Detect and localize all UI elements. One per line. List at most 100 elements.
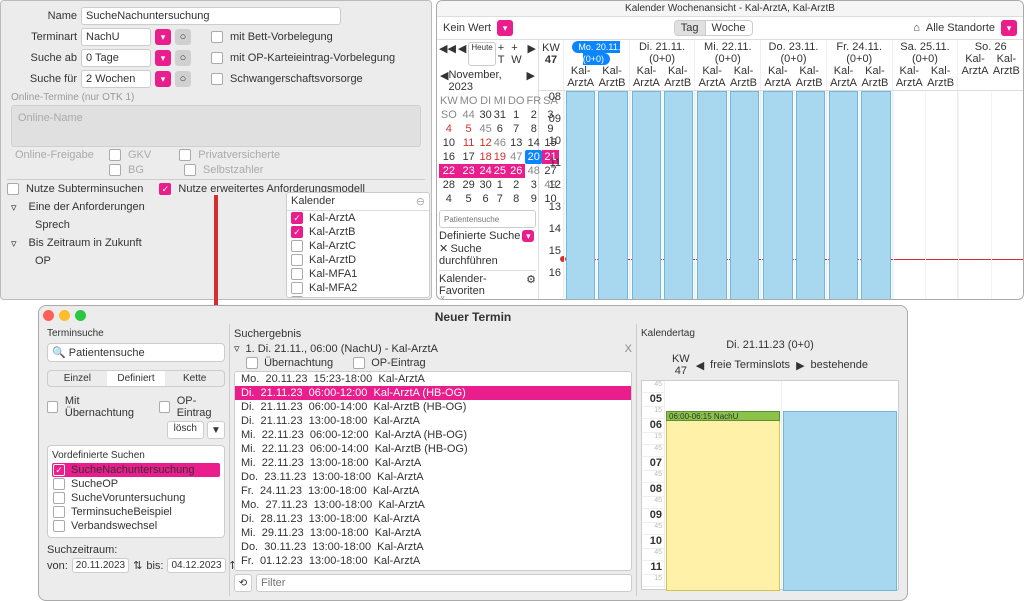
cal-day-header[interactable]: Di. 21.11. (0+0)Kal-ArztAKal-ArztB <box>629 40 695 90</box>
result-row[interactable]: Fr. 01.12.23 13:00-18:00 Kal-ArztA <box>235 554 631 568</box>
calendar-slot[interactable] <box>662 91 694 300</box>
mini-cal-day[interactable]: 6 <box>493 122 507 136</box>
result-ueb-checkbox[interactable] <box>246 357 258 369</box>
opk-checkbox[interactable] <box>211 52 223 64</box>
calendar-slot[interactable] <box>596 91 628 300</box>
mini-cal-day[interactable]: 8 <box>507 192 526 206</box>
calendar-slot[interactable] <box>958 91 990 300</box>
cal-day-header[interactable]: Mo. 20.11. (0+0)Kal-ArztAKal-ArztB <box>563 40 629 90</box>
bg-checkbox[interactable] <box>109 164 121 176</box>
calendar-slot[interactable] <box>728 91 760 300</box>
mini-cal-day[interactable]: 24 <box>478 164 492 178</box>
disclosure-icon[interactable]: ▿ <box>11 201 17 214</box>
mini-cal-day[interactable]: 12 <box>478 136 492 150</box>
bett-checkbox[interactable] <box>211 31 223 43</box>
kal-checkbox[interactable] <box>291 240 303 252</box>
vordef-checkbox[interactable] <box>53 464 65 476</box>
schw-checkbox[interactable] <box>211 73 223 85</box>
privat-checkbox[interactable] <box>179 149 191 161</box>
calendar-slot[interactable] <box>695 91 727 300</box>
fav-gear-icon[interactable]: ⚙ <box>526 273 536 297</box>
suchefuer-input[interactable] <box>81 70 151 88</box>
kal-checkbox[interactable] <box>291 296 303 298</box>
result-row[interactable]: Mi. 22.11.23 13:00-18:00 Kal-ArztA <box>235 456 631 470</box>
kette-tab[interactable]: Kette <box>165 371 224 386</box>
mini-cal-day[interactable]: 22 <box>439 164 459 178</box>
gkv-checkbox[interactable] <box>109 149 121 161</box>
mini-cal-day[interactable]: 46 <box>493 136 507 150</box>
mini-cal-day[interactable]: 17 <box>459 150 479 164</box>
tag-tab[interactable]: Tag <box>675 21 706 35</box>
mini-cal-day[interactable]: 1 <box>507 108 526 122</box>
vordef-checkbox[interactable] <box>53 506 65 518</box>
result-row[interactable]: Di. 21.11.23 06:00-14:00 Kal-ArztB (HB-O… <box>235 400 631 414</box>
mini-cal-day[interactable]: 10 <box>439 136 459 150</box>
result-row[interactable]: Di. 28.11.23 13:00-18:00 Kal-ArztA <box>235 512 631 526</box>
calendar-slot[interactable] <box>859 91 891 300</box>
prev-icon[interactable]: ◀◀ <box>439 42 456 66</box>
mini-cal-day[interactable]: 7 <box>493 192 507 206</box>
kal-checkbox[interactable] <box>291 226 303 238</box>
kalender-item[interactable]: Kal-MFA1 <box>287 267 429 281</box>
calendar-slot[interactable] <box>925 91 957 300</box>
max-traffic-icon[interactable] <box>75 310 86 321</box>
definiert-tab[interactable]: Definiert <box>107 371 166 386</box>
aerzte-item[interactable]: Ärzte <box>439 297 536 300</box>
mini-cal-day[interactable]: 45 <box>478 122 492 136</box>
search-mode-segment[interactable]: Einzel Definiert Kette <box>47 370 225 387</box>
vordef-search-item[interactable]: Verbandswechsel <box>52 519 220 533</box>
mini-cal-day[interactable]: 16 <box>439 150 459 164</box>
result-row[interactable]: Mi. 22.11.23 06:00-14:00 Kal-ArztB (HB-O… <box>235 442 631 456</box>
month-next-icon[interactable]: ▶ <box>527 69 535 93</box>
kal-checkbox[interactable] <box>291 268 303 280</box>
uebernachtung-checkbox[interactable] <box>47 401 58 413</box>
home-icon[interactable]: ⌂ <box>913 22 920 34</box>
sucheab-input[interactable] <box>81 49 151 67</box>
result-row[interactable]: Fr. 24.11.23 13:00-18:00 Kal-ArztA <box>235 484 631 498</box>
filter-input[interactable] <box>256 574 632 592</box>
result-disclosure-icon[interactable]: ▿ <box>234 342 240 355</box>
result-row[interactable]: Mi. 22.11.23 06:00-12:00 Kal-ArztA (HB-O… <box>235 428 631 442</box>
vordef-search-item[interactable]: SucheNachuntersuchung <box>52 463 220 477</box>
result-row[interactable]: Di. 21.11.23 06:00-12:00 Kal-ArztA (HB-O… <box>235 386 631 400</box>
def-suche-icon[interactable]: ▾ <box>522 230 534 242</box>
result-row[interactable]: Mo. 27.11.23 13:00-18:00 Kal-ArztA <box>235 498 631 512</box>
sucheab-dropdown-icon[interactable]: ▾ <box>155 50 171 66</box>
standorte-dropdown-icon[interactable]: ▾ <box>1001 20 1017 36</box>
kalender-item[interactable]: Kal-ArztA <box>287 211 429 225</box>
calendar-slot[interactable] <box>630 91 662 300</box>
mini-cal-day[interactable]: 26 <box>507 164 526 178</box>
patient-search-box[interactable]: 🔍 Patientensuche <box>47 343 225 362</box>
mini-cal-day[interactable]: 11 <box>459 136 479 150</box>
month-prev-icon[interactable]: ◀ <box>440 69 448 93</box>
mini-cal-day[interactable]: 23 <box>459 164 479 178</box>
vordef-checkbox[interactable] <box>53 520 65 532</box>
kt-prev-icon[interactable]: ◀ <box>696 359 704 372</box>
kt-col-b[interactable] <box>781 381 898 589</box>
mini-cal-day[interactable]: 29 <box>459 178 479 192</box>
kal-checkbox[interactable] <box>291 212 303 224</box>
view-segment[interactable]: Tag Woche <box>674 20 753 36</box>
kt-col-a[interactable]: 06:00-06:15 NachU <box>664 381 781 589</box>
mini-cal-day[interactable]: 13 <box>507 136 526 150</box>
vordef-search-item[interactable]: TerminsucheBeispiel <box>52 505 220 519</box>
result-list[interactable]: Mo. 20.11.23 15:23-18:00 Kal-ArztADi. 21… <box>234 371 632 571</box>
terminart-input[interactable] <box>81 28 151 46</box>
woche-tab[interactable]: Woche <box>706 21 752 35</box>
calendar-slot[interactable] <box>761 91 793 300</box>
plust-button[interactable]: + T <box>498 42 510 66</box>
suchefuer-clear-icon[interactable]: ○ <box>175 71 191 87</box>
heute-button[interactable]: Heute <box>468 42 495 66</box>
mini-cal-day[interactable]: 30 <box>478 108 492 122</box>
vordef-checkbox[interactable] <box>53 478 65 490</box>
mini-cal-day[interactable]: 18 <box>478 150 492 164</box>
selbst-checkbox[interactable] <box>184 164 196 176</box>
mini-cal-day[interactable]: 4 <box>439 122 459 136</box>
name-input[interactable] <box>81 7 341 25</box>
kt-free-block[interactable] <box>666 411 780 591</box>
einzel-tab[interactable]: Einzel <box>48 371 107 386</box>
mini-cal-day[interactable]: 30 <box>478 178 492 192</box>
calendar-slot[interactable] <box>893 91 925 300</box>
result-row[interactable]: Mo. 20.11.23 15:23-18:00 Kal-ArztA <box>235 372 631 386</box>
kalender-item[interactable]: Kal-ArztC <box>287 239 429 253</box>
